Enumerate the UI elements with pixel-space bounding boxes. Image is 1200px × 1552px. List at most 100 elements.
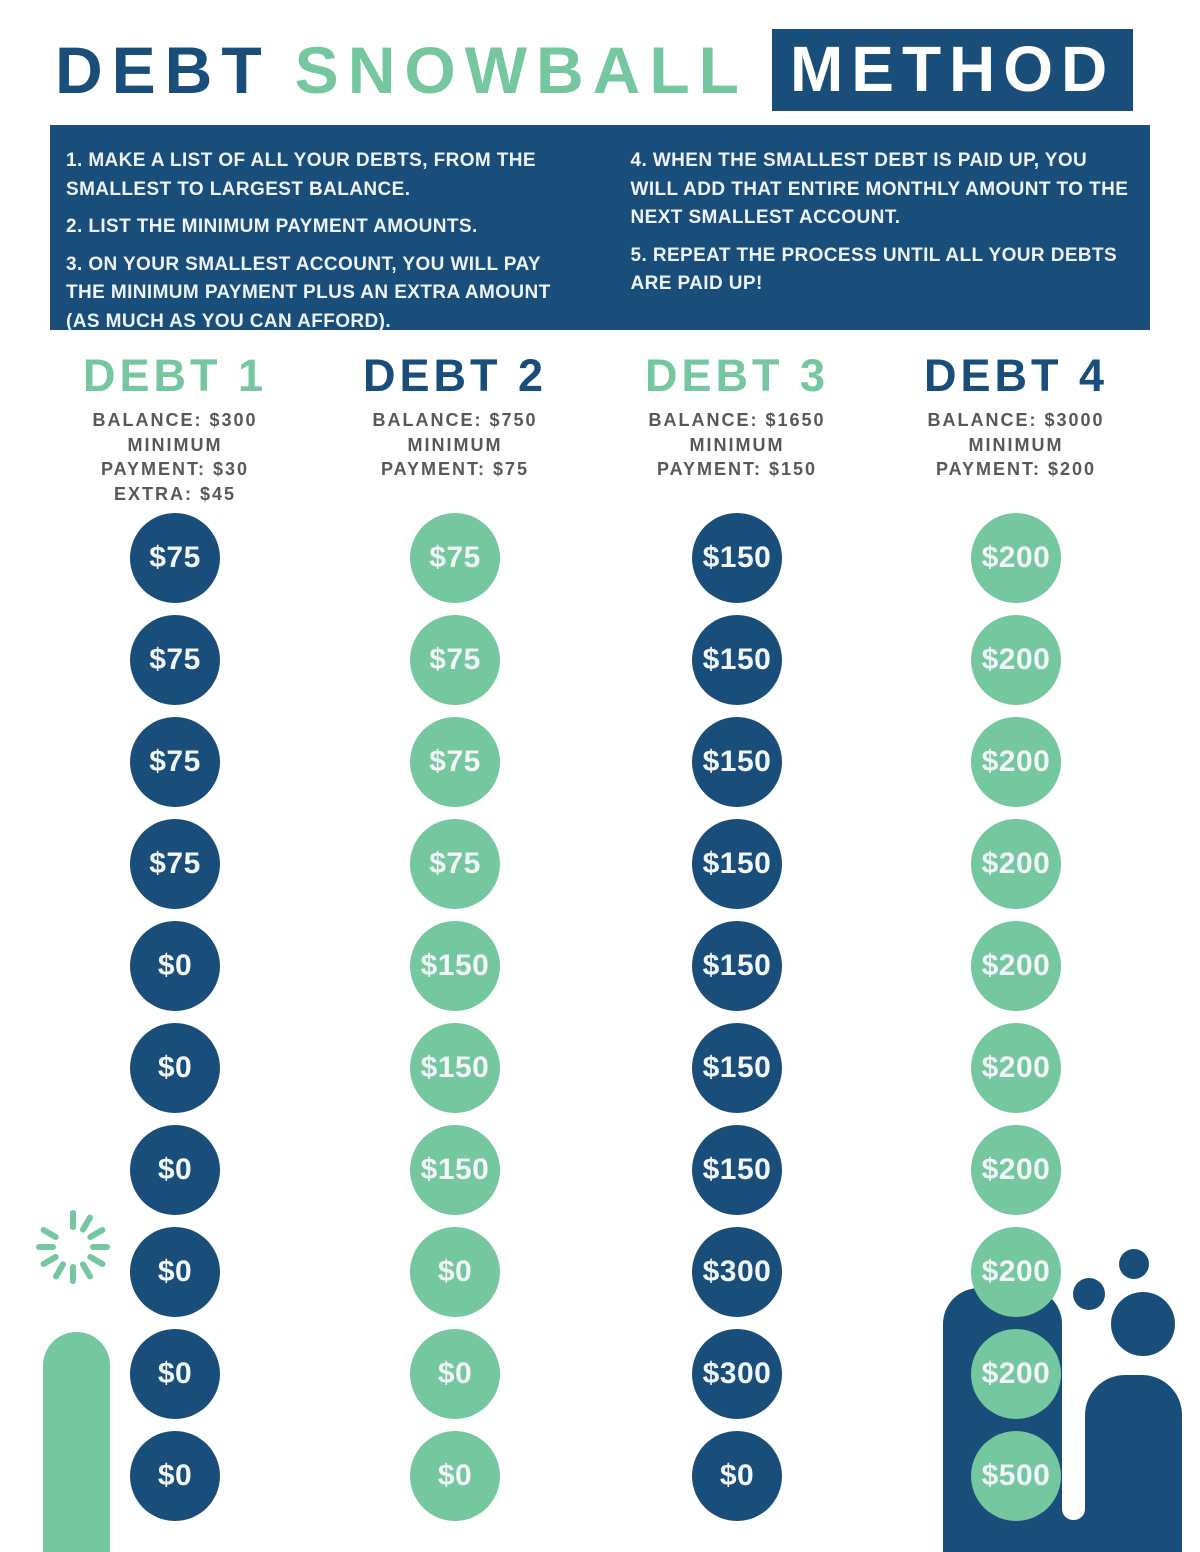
debt-column-4: DEBT 4 BALANCE: $3000 MINIMUM PAYMENT: $200…: [886, 352, 1146, 1521]
payment-amount: $200: [981, 1051, 1051, 1084]
payment-amount: $75: [149, 847, 201, 880]
payment-amount: $75: [149, 541, 201, 574]
payment-amount: $150: [702, 643, 772, 676]
debt-detail-line: MINIMUM: [127, 434, 223, 455]
payment-amount: $0: [157, 1153, 193, 1186]
debt-detail-line: PAYMENT: $150: [656, 459, 818, 480]
payment-amount: $300: [702, 1255, 772, 1288]
green-pill-shape: [43, 1332, 110, 1552]
payment-amount: $0: [157, 1051, 193, 1084]
payment-circle: $0: [410, 1431, 500, 1521]
debt-column-details: BALANCE: $1650 MINIMUM PAYMENT: $150: [607, 408, 867, 482]
title-word-method: METHOD: [789, 33, 1116, 105]
title-word-snowball: SNOWBALL: [294, 33, 748, 107]
payment-circle: $200: [971, 615, 1061, 705]
title-word-debt: DEBT: [55, 33, 271, 107]
payment-circle: $75: [410, 717, 500, 807]
debt-detail-line: BALANCE: $300: [92, 410, 258, 431]
payment-circle: $200: [971, 1329, 1061, 1419]
instruction-step-5: 5. REPEAT THE PROCESS UNTIL ALL YOUR DEB…: [630, 244, 1118, 295]
payment-amount: $75: [149, 643, 201, 676]
payment-circle: $0: [130, 1023, 220, 1113]
payment-amount: $0: [157, 1357, 193, 1390]
payment-circle: $75: [130, 717, 220, 807]
payment-amount: $200: [981, 1357, 1051, 1390]
payment-amount: $200: [981, 643, 1051, 676]
debt-detail-line: BALANCE: $3000: [927, 410, 1105, 431]
payment-amount: $300: [702, 1357, 772, 1390]
debt-column-details: BALANCE: $300 MINIMUM PAYMENT: $30 EXTRA: $…: [45, 408, 305, 506]
debt-column-1: DEBT 1 BALANCE: $300 MINIMUM PAYMENT: $30 EX…: [45, 352, 305, 1521]
payment-circle: $0: [410, 1227, 500, 1317]
payment-circle: $150: [410, 1125, 500, 1215]
debt-column-title: DEBT 2: [362, 350, 548, 401]
payment-amount: $0: [157, 1255, 193, 1288]
debt-detail-line: PAYMENT: $200: [935, 459, 1097, 480]
payment-amount: $200: [981, 745, 1051, 778]
payment-circle: $150: [692, 1125, 782, 1215]
debt-column-title: DEBT 3: [644, 350, 830, 401]
payment-circle: $0: [130, 921, 220, 1011]
payment-circle: $75: [130, 615, 220, 705]
payment-amount: $200: [981, 541, 1051, 574]
payment-circle: $0: [130, 1329, 220, 1419]
payment-amount: $150: [702, 541, 772, 574]
payment-circle: $75: [410, 615, 500, 705]
payment-circle: $300: [692, 1227, 782, 1317]
payment-circle: $200: [971, 921, 1061, 1011]
payment-circle: $0: [130, 1227, 220, 1317]
payment-amount: $0: [437, 1255, 473, 1288]
debt-detail-line: MINIMUM: [407, 434, 503, 455]
payment-amount: $0: [157, 1459, 193, 1492]
instruction-step-1: 1. MAKE A LIST OF ALL YOUR DEBTS, FROM T…: [66, 150, 536, 200]
payment-circle: $300: [692, 1329, 782, 1419]
payment-amount: $75: [429, 541, 481, 574]
debt-detail-line: BALANCE: $1650: [648, 410, 826, 431]
payment-circle: $150: [692, 921, 782, 1011]
payment-circle: $75: [130, 819, 220, 909]
payment-circle: $200: [971, 513, 1061, 603]
debt-column-2: DEBT 2 BALANCE: $750 MINIMUM PAYMENT: $75 $7…: [325, 350, 585, 1521]
instructions-left-column: 1. MAKE A LIST OF ALL YOUR DEBTS, FROM T…: [66, 147, 581, 332]
bubble-circle: [1073, 1278, 1105, 1310]
debt-detail-line: MINIMUM: [689, 434, 785, 455]
payment-amount: $200: [981, 847, 1051, 880]
payment-amount: $150: [420, 1153, 490, 1186]
payment-circle-stack: $200 $200 $200 $200 $200 $200 $200 $200 $200 $500: [971, 513, 1061, 1521]
payment-circle: $75: [410, 513, 500, 603]
payment-circle: $0: [410, 1329, 500, 1419]
payment-amount: $75: [429, 847, 481, 880]
payment-circle: $150: [692, 717, 782, 807]
payment-amount: $150: [702, 847, 772, 880]
payment-circle: $150: [410, 1023, 500, 1113]
payment-amount: $75: [149, 745, 201, 778]
payment-amount: $75: [429, 745, 481, 778]
debt-detail-line: PAYMENT: $75: [380, 459, 530, 480]
payment-circle: $200: [971, 717, 1061, 807]
payment-circle: $150: [692, 1023, 782, 1113]
payment-amount: $150: [702, 949, 772, 982]
payment-amount: $150: [702, 1153, 772, 1186]
bubble-circle: [1119, 1249, 1149, 1279]
debt-detail-line: BALANCE: $750: [372, 410, 538, 431]
title-word-method-box: METHOD: [771, 29, 1134, 111]
payment-circle: $75: [130, 513, 220, 603]
instruction-step-3: 3. ON YOUR SMALLEST ACCOUNT, YOU WILL PA…: [66, 253, 551, 332]
payment-amount: $200: [981, 949, 1051, 982]
payment-amount: $0: [437, 1459, 473, 1492]
payment-circle: $150: [410, 921, 500, 1011]
payment-circle-stack: $75 $75 $75 $75 $150 $150 $150 $0 $0 $0: [410, 513, 500, 1521]
payment-circle: $200: [971, 819, 1061, 909]
payment-amount: $150: [702, 1051, 772, 1084]
payment-circle: $200: [971, 1227, 1061, 1317]
debt-detail-line: PAYMENT: $30: [100, 459, 250, 480]
payment-circle: $0: [130, 1125, 220, 1215]
payment-circle: $200: [971, 1023, 1061, 1113]
payment-circle: $75: [410, 819, 500, 909]
payment-circle-stack: $75 $75 $75 $75 $0 $0 $0 $0 $0 $0: [130, 513, 220, 1521]
payment-amount: $75: [429, 643, 481, 676]
instructions-box: 1. MAKE A LIST OF ALL YOUR DEBTS, FROM T…: [50, 125, 1150, 332]
payment-circle: $150: [692, 615, 782, 705]
bubble-circle: [1111, 1292, 1175, 1356]
payment-circle: $150: [692, 819, 782, 909]
